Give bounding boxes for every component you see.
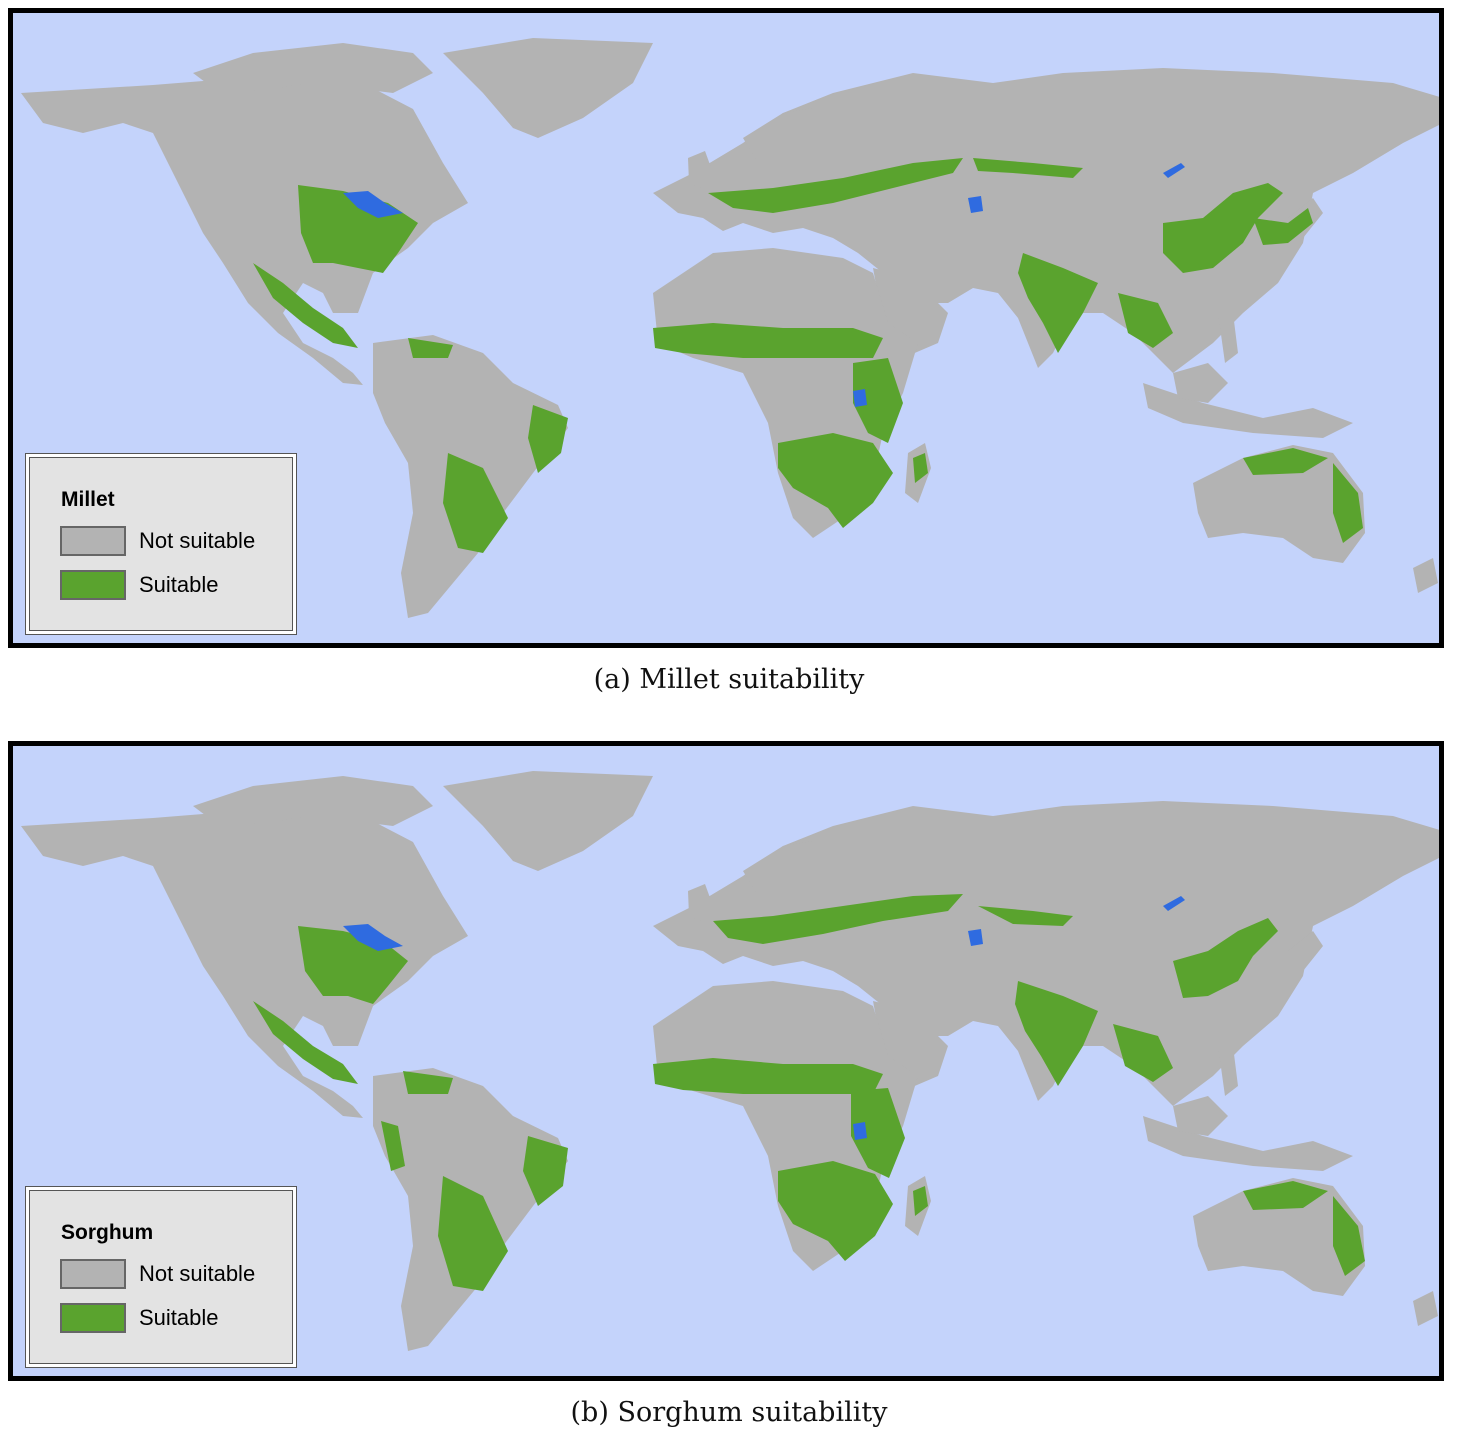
- legend-box: Millet Not suitable Suitable: [29, 457, 293, 631]
- suitable-brazil-east: [528, 405, 568, 473]
- suitable-madagascar: [913, 453, 928, 483]
- suitable-southeast-asia: [1113, 1024, 1173, 1082]
- suitable-india: [1018, 253, 1098, 353]
- land-eurasia: [653, 801, 1439, 1106]
- land-philippines: [1218, 1046, 1238, 1096]
- suitable-andes: [381, 1121, 405, 1171]
- land-arctic-islands: [193, 776, 433, 826]
- suitable-europe-band: [708, 158, 963, 213]
- legend-swatch-gray: [60, 526, 126, 556]
- suitable-layer: [253, 158, 1363, 553]
- suitable-australia-north: [1243, 1181, 1328, 1210]
- legend-title: Sorghum: [61, 1221, 154, 1244]
- land-scandinavia: [743, 841, 823, 906]
- suitable-venezuela: [408, 338, 453, 358]
- millet-world-map: [21, 38, 1439, 618]
- suitable-sahel: [653, 1058, 883, 1094]
- suitable-australia-north: [1243, 448, 1328, 475]
- suitable-madagascar: [913, 1186, 928, 1216]
- suitable-venezuela: [403, 1071, 453, 1094]
- land-southeast-asia-islands: [1143, 1116, 1353, 1171]
- suitable-mexico-central-america: [253, 1001, 358, 1084]
- land-arctic-islands: [193, 43, 433, 93]
- millet-map-panel: Millet Not suitable Suitable: [8, 8, 1444, 648]
- land-japan: [1263, 931, 1323, 991]
- suitable-india: [1015, 981, 1098, 1086]
- sorghum-map-panel: Sorghum Not suitable Suitable: [8, 741, 1444, 1381]
- legend-title: Millet: [61, 488, 115, 511]
- great-lakes: [343, 924, 403, 951]
- land-new-zealand: [1413, 1291, 1438, 1326]
- caspian-lake: [968, 929, 983, 946]
- suitable-south-america-central: [438, 1176, 508, 1291]
- lake-victoria: [853, 389, 867, 407]
- lake-baikal: [1163, 163, 1185, 178]
- legend-label: Suitable: [139, 572, 219, 597]
- suitable-brazil-east: [523, 1136, 568, 1206]
- suitable-central-asia: [973, 158, 1083, 178]
- land-new-zealand: [1413, 558, 1438, 593]
- caption-millet: (a) Millet suitability: [593, 664, 865, 695]
- legend-swatch-green: [60, 1303, 126, 1333]
- water-layer: [343, 896, 1185, 1140]
- land-borneo: [1173, 1096, 1228, 1136]
- suitable-east-africa: [853, 358, 903, 443]
- legend-item-not-suitable: Not suitable: [60, 1258, 255, 1290]
- caspian-lake: [968, 196, 983, 213]
- suitable-southern-africa: [778, 1161, 893, 1261]
- land-greenland: [443, 771, 653, 871]
- land-philippines: [1218, 313, 1238, 363]
- great-lakes: [343, 191, 403, 218]
- water-layer: [343, 163, 1185, 407]
- suitable-layer: [253, 894, 1365, 1291]
- suitable-east-africa: [851, 1088, 905, 1178]
- legend-label: Not suitable: [139, 528, 256, 553]
- suitable-south-america-central: [443, 453, 508, 553]
- legend-box: Sorghum Not suitable Suitable: [29, 1190, 293, 1364]
- map-legend: Millet Not suitable Suitable: [25, 453, 297, 635]
- land-north-america: [21, 75, 468, 385]
- land-north-america: [21, 808, 468, 1118]
- suitable-australia-east: [1333, 463, 1363, 543]
- suitable-sahel: [653, 323, 883, 358]
- legend-swatch-green: [60, 570, 126, 600]
- suitable-southeast-asia: [1118, 293, 1173, 348]
- legend-label: Not suitable: [139, 1261, 256, 1286]
- suitable-central-asia: [978, 906, 1073, 926]
- map-legend: Sorghum Not suitable Suitable: [25, 1186, 297, 1368]
- legend-item-suitable: Suitable: [60, 1302, 219, 1334]
- suitable-australia-east: [1333, 1196, 1365, 1276]
- land-eurasia: [653, 68, 1439, 373]
- land-greenland: [443, 38, 653, 138]
- legend-swatch-gray: [60, 1259, 126, 1289]
- suitable-southern-africa: [778, 433, 893, 528]
- legend-item-not-suitable: Not suitable: [60, 525, 255, 557]
- suitable-china-east: [1173, 918, 1278, 998]
- land-british-isles: [688, 884, 713, 921]
- caption-sorghum: (b) Sorghum suitability: [570, 1397, 888, 1428]
- land-southeast-asia-islands: [1143, 383, 1353, 438]
- suitable-mexico-central-america: [253, 263, 358, 348]
- land-borneo: [1173, 363, 1228, 403]
- lake-victoria: [853, 1122, 867, 1140]
- suitable-europe-band: [713, 894, 963, 944]
- legend-label: Suitable: [139, 1305, 219, 1330]
- legend-item-suitable: Suitable: [60, 569, 219, 601]
- sorghum-world-map: [21, 771, 1439, 1351]
- land-australia: [1193, 1178, 1365, 1296]
- lake-baikal: [1163, 896, 1185, 911]
- land-scandinavia: [743, 108, 823, 173]
- suitable-china-east: [1163, 183, 1283, 273]
- land-australia: [1193, 445, 1365, 563]
- land-british-isles: [688, 151, 713, 188]
- suitable-japan-korea: [1253, 208, 1313, 245]
